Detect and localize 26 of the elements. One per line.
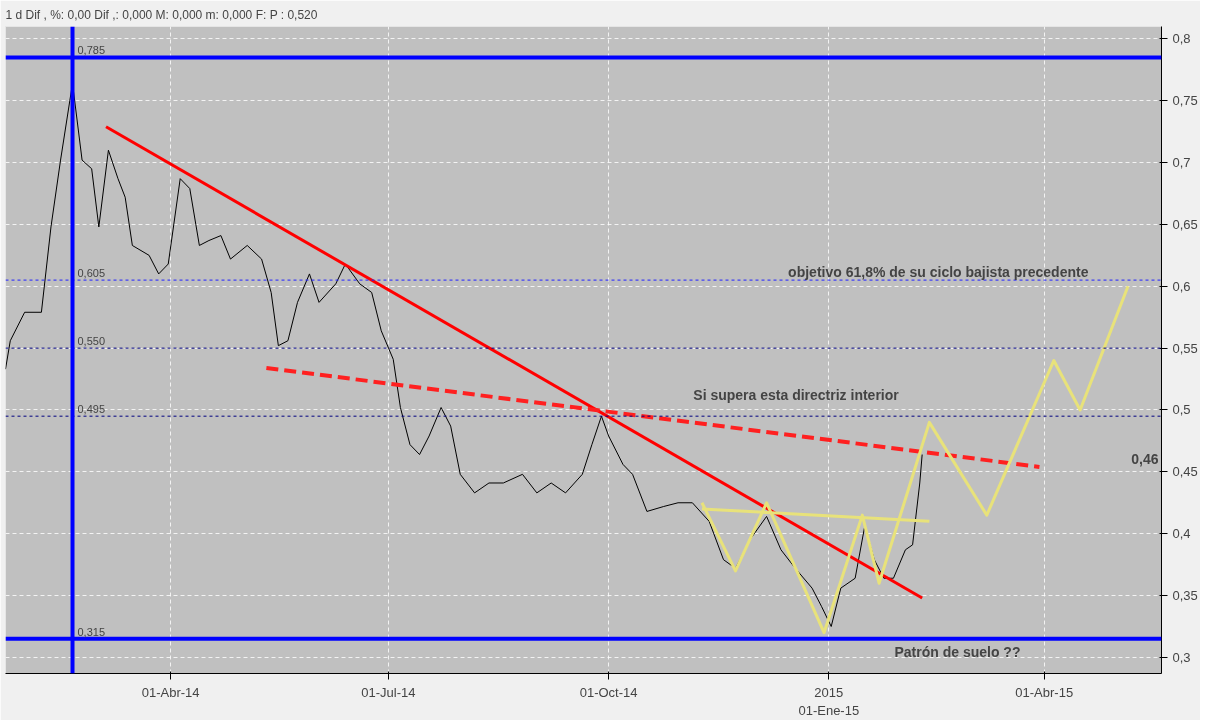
y-tick-label: 0,35 (1172, 588, 1198, 604)
ref-line-label: 0,550 (77, 335, 106, 348)
y-tick-label: 0,6 (1172, 278, 1191, 294)
x-tick-label: 01-Oct-14 (579, 684, 638, 700)
x-tick-label: 01-Jul-14 (361, 684, 416, 700)
annotation: objetivo 61,8% de su ciclo bajista precedente (788, 264, 1089, 281)
ref-line-label: 0,315 (77, 625, 106, 638)
y-tick-label: 0,8 (1172, 31, 1191, 47)
y-tick-label: 0,65 (1172, 216, 1198, 232)
y-tick-label: 0,4 (1172, 526, 1191, 542)
y-tick-label: 0,75 (1172, 93, 1198, 109)
ref-line-label: 0,605 (77, 267, 106, 280)
y-tick-label: 0,5 (1172, 402, 1191, 418)
annotation: Patrón de suelo ?? (894, 644, 1021, 661)
y-tick-label: 0,3 (1172, 649, 1191, 665)
y-tick-label: 0,7 (1172, 155, 1191, 171)
chart-title: 1 d Dif , %: 0,00 Dif ,: 0,000 M: 0,000 m: 0,000 F: P : 0,520 (5, 7, 318, 22)
annotation: Si supera esta directriz interior (693, 387, 900, 404)
y-tick-label: 0,45 (1172, 464, 1198, 480)
x-tick-label: 01-Abr-14 (141, 684, 200, 700)
annotation: 0,46 (1131, 451, 1159, 468)
ref-line-label: 0,785 (77, 44, 106, 57)
y-tick-label: 0,55 (1172, 340, 1198, 356)
ref-line-label: 0,495 (77, 403, 106, 416)
x-tick-label: 2015 01-Ene-15 (798, 684, 860, 718)
x-tick-label: 01-Abr-15 (1015, 684, 1074, 700)
